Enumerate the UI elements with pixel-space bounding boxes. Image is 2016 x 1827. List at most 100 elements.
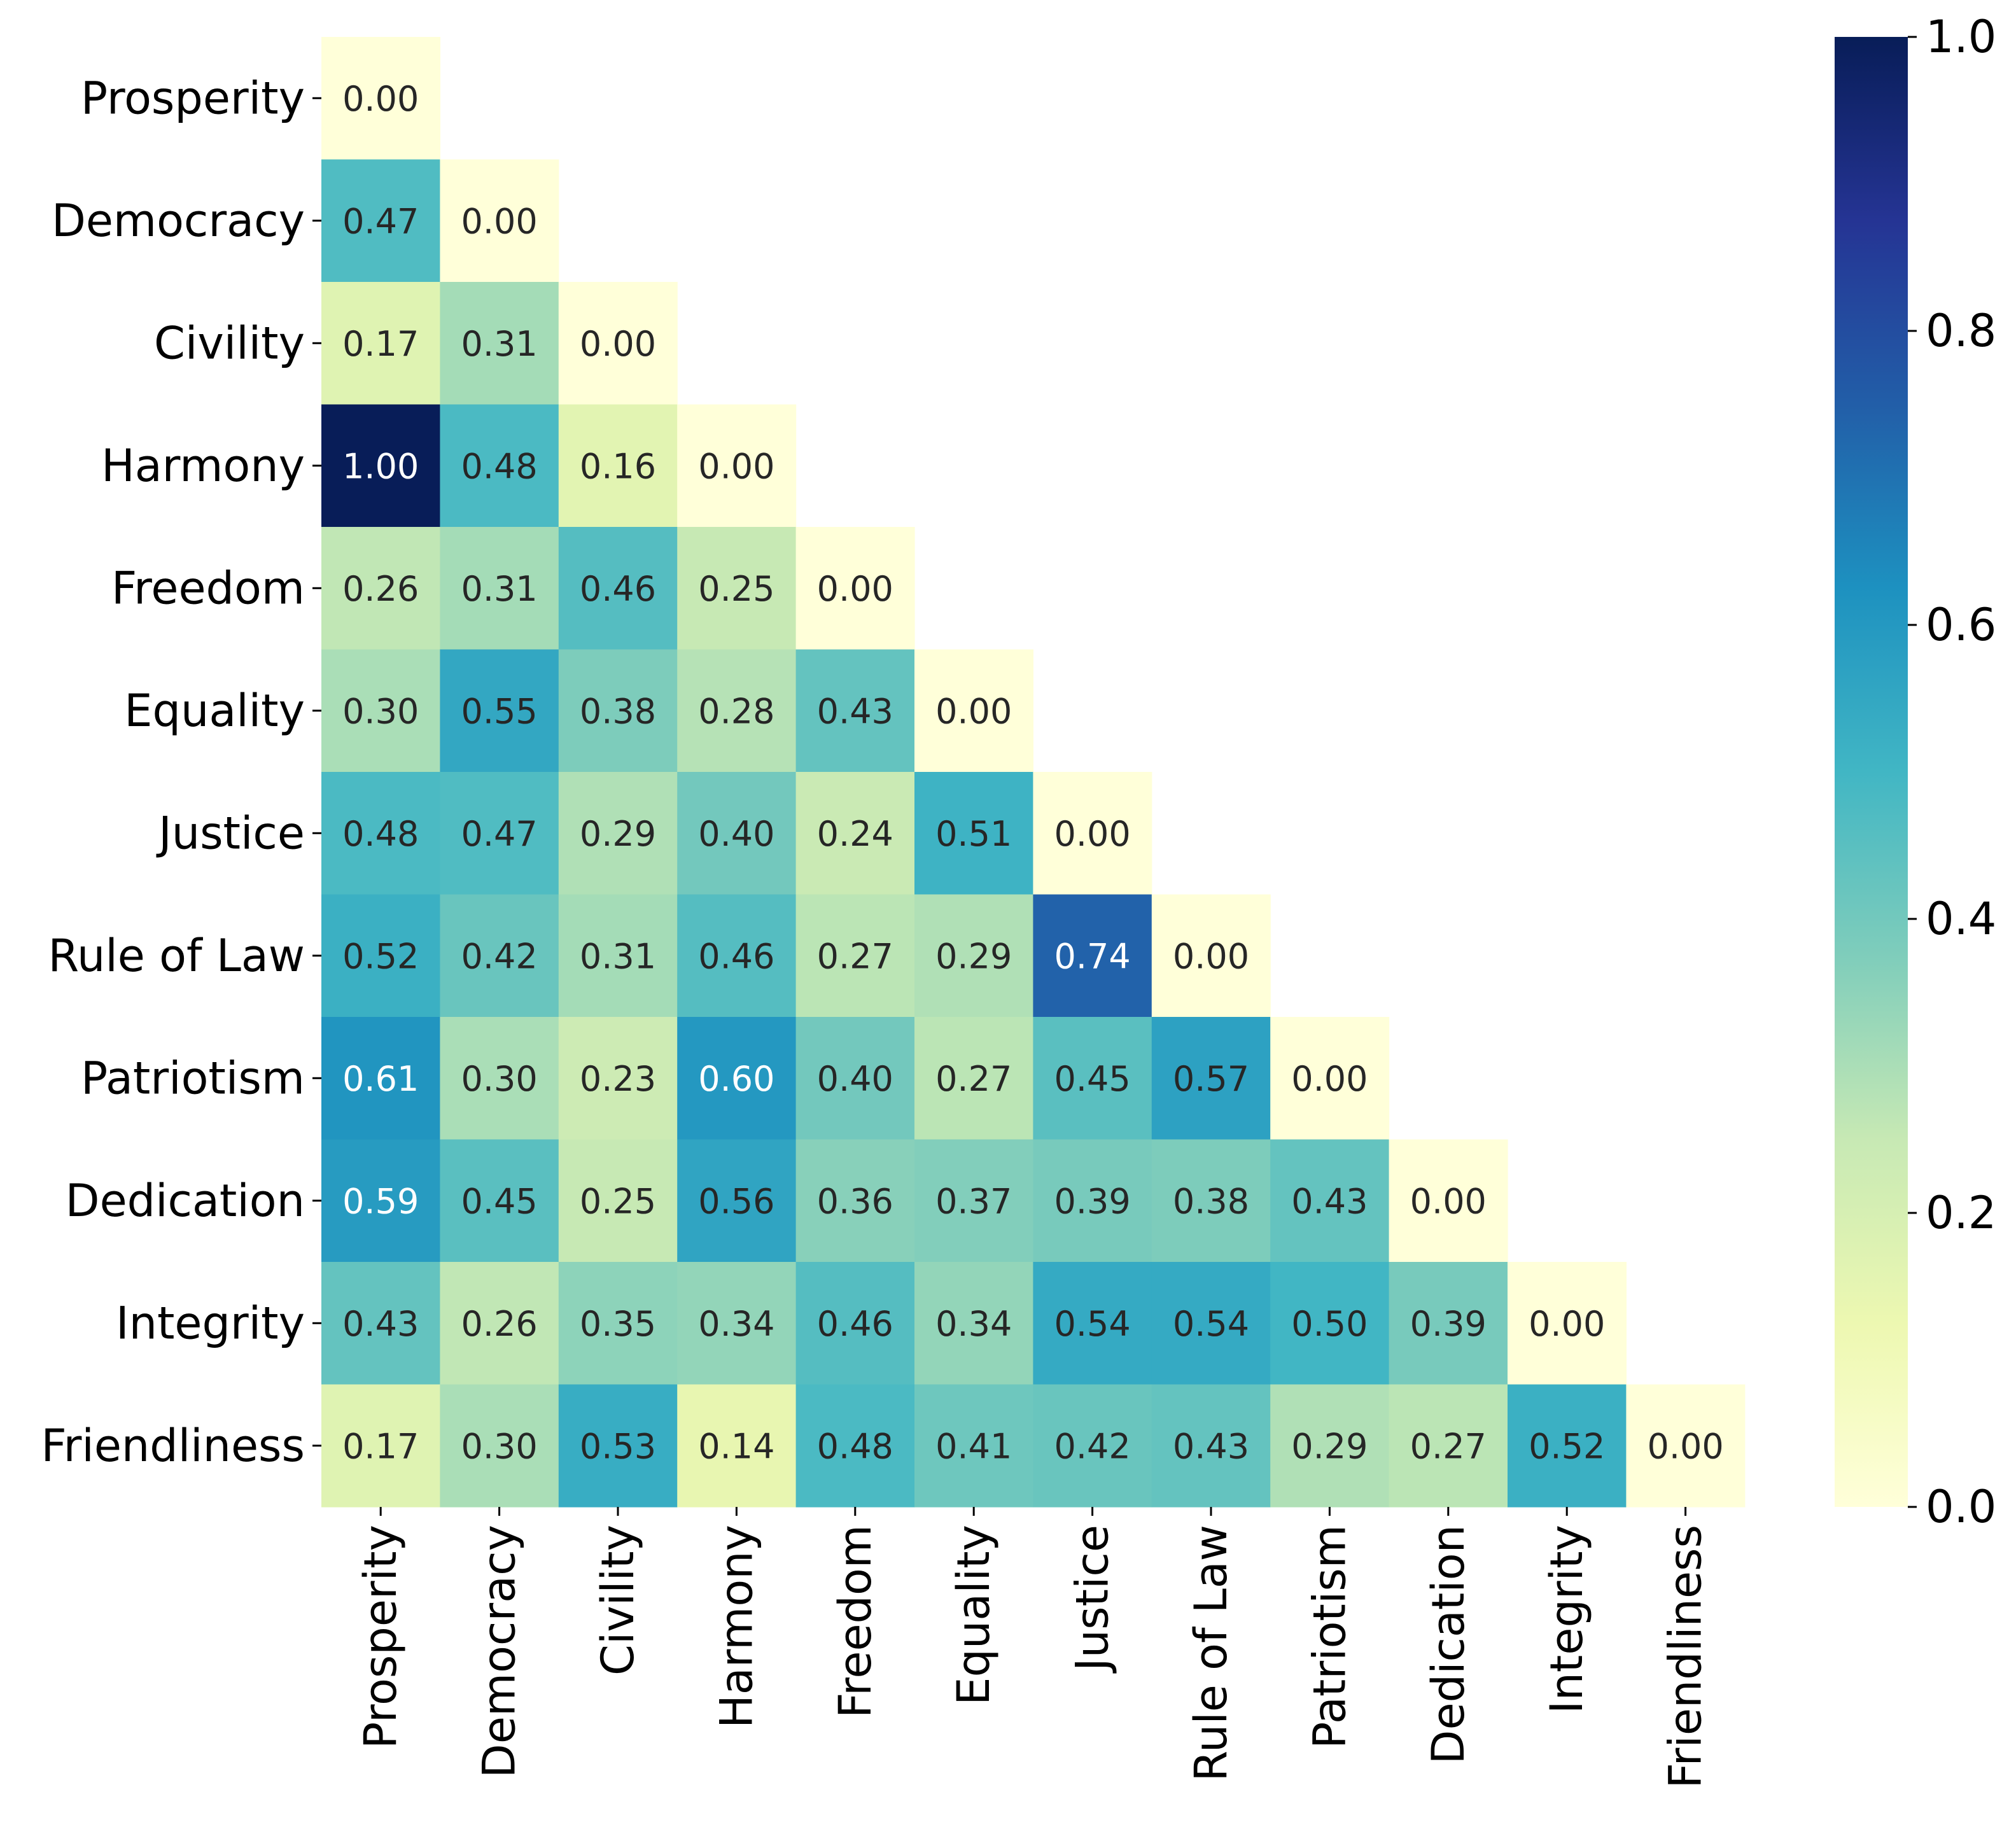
heatmap-cell-equality-democracy xyxy=(440,649,559,773)
heatmap-cell-integrity-prosperity xyxy=(321,1262,440,1385)
cell-label-dedication-democracy: 0.45 xyxy=(461,1181,537,1221)
x-tick-label-harmony: Harmony xyxy=(710,1525,762,1728)
cell-label-justice-democracy: 0.47 xyxy=(461,814,537,854)
heatmap-cell-civility-civility xyxy=(558,282,678,405)
cell-label-equality-harmony: 0.28 xyxy=(698,691,774,731)
heatmap-cell-freedom-civility xyxy=(558,527,678,650)
x-tick-label-democracy: Democracy xyxy=(473,1525,526,1778)
cell-annotations: 0.00 0.47 0.00 0.17 0.31 0.00 1.00 0.48 0.16 0.00… xyxy=(342,79,1724,1467)
heatmap-cell-democracy-prosperity xyxy=(321,159,440,283)
y-tick-label-prosperity: Prosperity xyxy=(81,72,305,124)
heatmap-cell-justice-prosperity xyxy=(321,772,440,895)
cell-label-democracy-democracy: 0.00 xyxy=(461,201,537,241)
cell-label-friendliness-harmony: 0.14 xyxy=(698,1426,774,1466)
cell-label-justice-civility: 0.29 xyxy=(580,814,656,854)
cell-label-harmony-harmony: 0.00 xyxy=(698,446,774,486)
cell-label-rule-of-law-rule-of-law: 0.00 xyxy=(1173,936,1249,976)
heatmap-cell-dedication-harmony xyxy=(677,1139,797,1263)
heatmap-cell-friendliness-civility xyxy=(558,1384,678,1508)
cell-label-dedication-patriotism: 0.43 xyxy=(1291,1181,1368,1221)
cell-label-patriotism-patriotism: 0.00 xyxy=(1291,1059,1368,1099)
heatmap-cell-justice-civility xyxy=(558,772,678,895)
cell-label-freedom-democracy: 0.31 xyxy=(461,569,537,609)
cell-label-integrity-rule-of-law: 0.54 xyxy=(1173,1304,1249,1344)
heatmap-cell-friendliness-integrity xyxy=(1508,1384,1627,1508)
cell-label-dedication-prosperity: 0.59 xyxy=(342,1181,419,1221)
cell-label-patriotism-democracy: 0.30 xyxy=(461,1059,537,1099)
cell-label-freedom-harmony: 0.25 xyxy=(698,569,774,609)
heatmap-cell-friendliness-rule-of-law xyxy=(1151,1384,1271,1508)
heatmap-cell-friendliness-democracy xyxy=(440,1384,559,1508)
x-tick-label-patriotism: Patriotism xyxy=(1303,1525,1355,1749)
heatmap-cells xyxy=(321,37,1746,1508)
heatmap-cell-patriotism-patriotism xyxy=(1270,1017,1390,1140)
y-tick-label-integrity: Integrity xyxy=(116,1297,305,1349)
colorbar: 0.0 0.2 0.4 0.6 0.8 1.0 xyxy=(1835,11,1996,1533)
heatmap-cell-harmony-democracy xyxy=(440,404,559,528)
cell-label-equality-equality: 0.00 xyxy=(935,691,1012,731)
cell-label-patriotism-rule-of-law: 0.57 xyxy=(1173,1059,1249,1099)
colorbar-scale xyxy=(1835,37,1908,1507)
cell-label-rule-of-law-civility: 0.31 xyxy=(580,936,656,976)
heatmap-cell-civility-democracy xyxy=(440,282,559,405)
heatmap-cell-patriotism-justice xyxy=(1033,1017,1152,1140)
heatmap-cell-freedom-freedom xyxy=(795,527,915,650)
y-tick-label-friendliness: Friendliness xyxy=(41,1420,305,1472)
cell-label-integrity-civility: 0.35 xyxy=(580,1304,656,1344)
cell-label-justice-freedom: 0.24 xyxy=(817,814,893,854)
cell-label-justice-harmony: 0.40 xyxy=(698,814,774,854)
heatmap-cell-dedication-justice xyxy=(1033,1139,1152,1263)
heatmap-cell-patriotism-civility xyxy=(558,1017,678,1140)
cell-label-patriotism-freedom: 0.40 xyxy=(817,1059,893,1099)
cell-label-integrity-democracy: 0.26 xyxy=(461,1304,537,1344)
cell-label-patriotism-justice: 0.45 xyxy=(1054,1059,1130,1099)
x-tick-label-dedication: Dedication xyxy=(1422,1525,1474,1764)
cell-label-friendliness-equality: 0.41 xyxy=(935,1426,1012,1466)
heatmap-cell-friendliness-freedom xyxy=(795,1384,915,1508)
cell-label-patriotism-equality: 0.27 xyxy=(935,1059,1012,1099)
heatmap-cell-equality-harmony xyxy=(677,649,797,773)
x-tick-label-rule-of-law: Rule of Law xyxy=(1185,1525,1237,1782)
cell-label-rule-of-law-harmony: 0.46 xyxy=(698,936,774,976)
heatmap-cell-dedication-freedom xyxy=(795,1139,915,1263)
heatmap-cell-rule-of-law-equality xyxy=(914,894,1033,1018)
heatmap-cell-democracy-democracy xyxy=(440,159,559,283)
cell-label-harmony-democracy: 0.48 xyxy=(461,446,537,486)
colorbar-tick-label-2: 0.4 xyxy=(1926,893,1996,945)
y-tick-label-justice: Justice xyxy=(156,807,305,859)
cell-label-friendliness-civility: 0.53 xyxy=(580,1426,656,1466)
colorbar-tick-label-4: 0.8 xyxy=(1926,305,1996,357)
heatmap-cell-dedication-patriotism xyxy=(1270,1139,1390,1263)
heatmap-cell-harmony-civility xyxy=(558,404,678,528)
cell-label-harmony-prosperity: 1.00 xyxy=(342,446,419,486)
cell-label-dedication-civility: 0.25 xyxy=(580,1181,656,1221)
heatmap-cell-justice-equality xyxy=(914,772,1033,895)
heatmap-cell-integrity-freedom xyxy=(795,1262,915,1385)
cell-label-friendliness-democracy: 0.30 xyxy=(461,1426,537,1466)
cell-label-rule-of-law-democracy: 0.42 xyxy=(461,936,537,976)
y-axis-tick-labels: Prosperity Democracy Civility Harmony Freedo… xyxy=(41,72,321,1472)
cell-label-equality-freedom: 0.43 xyxy=(817,691,893,731)
cell-label-democracy-prosperity: 0.47 xyxy=(342,201,419,241)
y-tick-label-harmony: Harmony xyxy=(101,440,305,492)
cell-label-integrity-integrity: 0.00 xyxy=(1529,1304,1605,1344)
cell-label-friendliness-dedication: 0.27 xyxy=(1410,1426,1487,1466)
cell-label-friendliness-integrity: 0.52 xyxy=(1529,1426,1605,1466)
cell-label-civility-civility: 0.00 xyxy=(580,324,656,364)
heatmap-cell-integrity-equality xyxy=(914,1262,1033,1385)
heatmap-cell-dedication-equality xyxy=(914,1139,1033,1263)
cell-label-integrity-patriotism: 0.50 xyxy=(1291,1304,1368,1344)
y-tick-label-rule-of-law: Rule of Law xyxy=(48,930,305,982)
cell-label-equality-civility: 0.38 xyxy=(580,691,656,731)
heatmap-cell-friendliness-equality xyxy=(914,1384,1033,1508)
x-tick-label-prosperity: Prosperity xyxy=(354,1525,407,1749)
heatmap-cell-patriotism-equality xyxy=(914,1017,1033,1140)
heatmap-cell-harmony-prosperity xyxy=(321,404,440,528)
cell-label-freedom-freedom: 0.00 xyxy=(817,569,893,609)
heatmap-cell-justice-harmony xyxy=(677,772,797,895)
heatmap-cell-integrity-rule-of-law xyxy=(1151,1262,1271,1385)
heatmap-cell-integrity-democracy xyxy=(440,1262,559,1385)
heatmap-cell-friendliness-friendliness xyxy=(1626,1384,1746,1508)
heatmap-cell-patriotism-prosperity xyxy=(321,1017,440,1140)
x-axis-tick-labels: Prosperity Democracy Civility Harmony Freedo… xyxy=(354,1507,1712,1789)
